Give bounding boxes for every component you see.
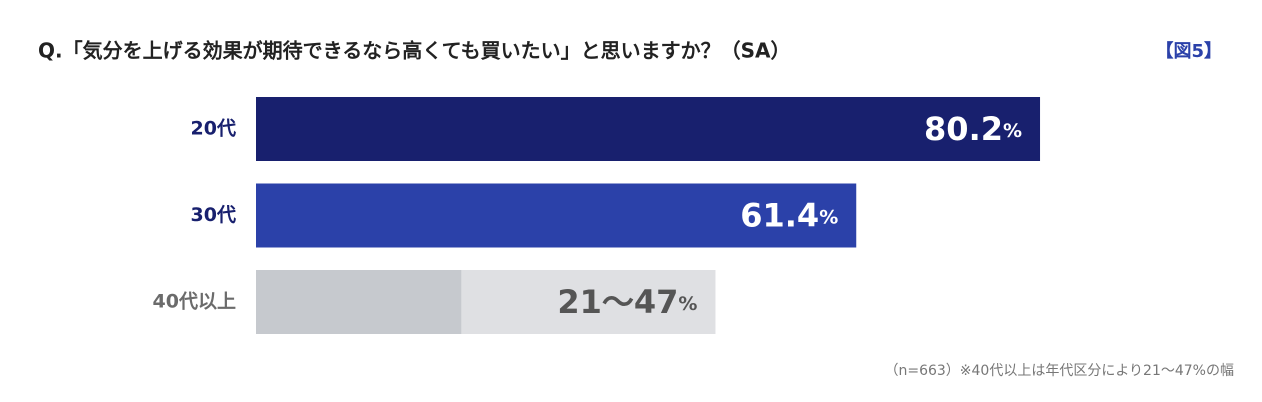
bar <box>256 183 857 248</box>
category-label: 20代 <box>191 118 236 140</box>
chart-title: Q.「気分を上げる効果が期待できるなら高くても買いたい」と思いますか？（SA） <box>38 39 790 63</box>
value-label: 21〜47% <box>557 283 697 321</box>
figure-label: 【図5】 <box>1155 41 1222 62</box>
bar <box>256 97 1041 161</box>
note: （n=663）※40代以上は年代区分により21〜47%の幅 <box>884 363 1234 379</box>
category-label: 30代 <box>191 204 236 226</box>
value-label: 80.2% <box>924 110 1022 148</box>
value-label: 61.4% <box>740 197 838 235</box>
bar-range-low <box>256 270 462 334</box>
category-label: 40代以上 <box>153 291 236 313</box>
